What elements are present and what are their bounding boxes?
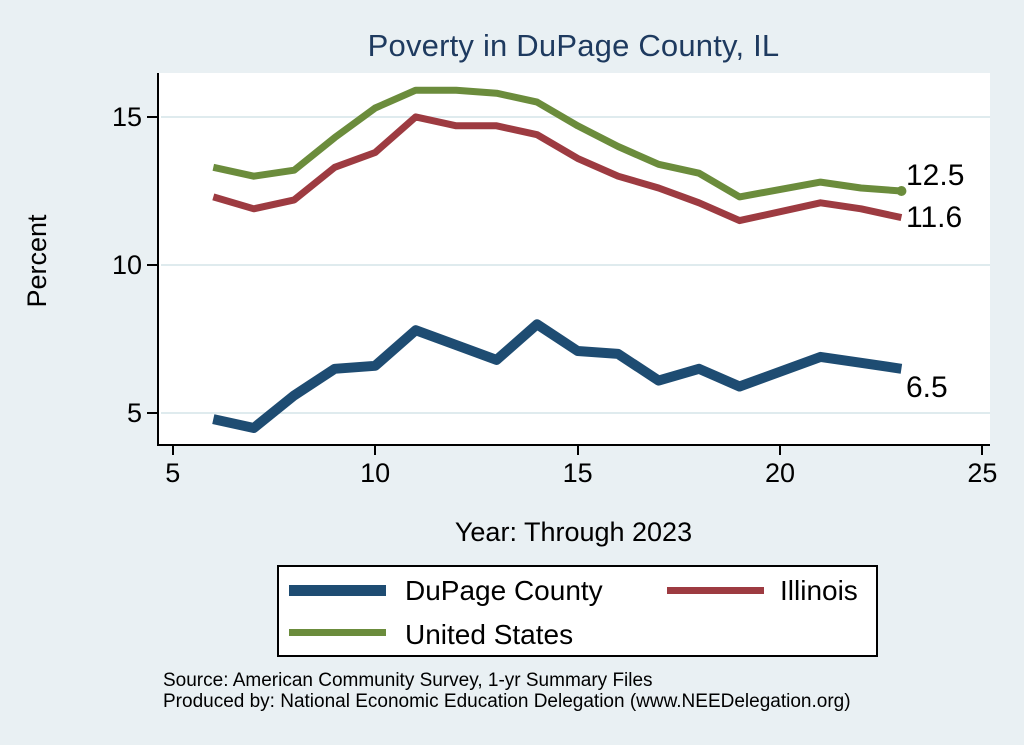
line-dupage-county [212, 319, 903, 433]
x-tick-label: 25 [967, 458, 998, 488]
united-states-line-swatch [289, 629, 386, 636]
chart-title: Poverty in DuPage County, IL [367, 28, 780, 63]
x-tick-mark [779, 446, 781, 455]
legend-label-dupage-county: DuPage County [405, 575, 603, 606]
x-tick-mark [576, 446, 579, 455]
x-tick-label: 5 [165, 458, 181, 488]
plot-area [157, 73, 990, 446]
y-tick-label: 15 [111, 101, 142, 132]
x-tick-mark [171, 446, 174, 455]
legend: DuPage County Illinois United States [277, 565, 878, 657]
end-value-label-united-states: 12.5 [906, 158, 965, 192]
y-tick-label: 5 [126, 398, 142, 429]
gridline-y-10 [161, 264, 990, 267]
x-tick-label: 10 [360, 458, 391, 488]
illinois-line-swatch [667, 587, 764, 594]
end-value-label-dupage-county: 6.5 [906, 370, 948, 404]
line-illinois [212, 113, 903, 225]
x-axis-title: Year: Through 2023 [454, 517, 693, 547]
footer-notes: Source: American Community Survey, 1-yr … [163, 670, 851, 712]
x-tick-mark [374, 446, 377, 455]
y-tick-label: 10 [111, 250, 142, 281]
end-value-label-illinois: 11.6 [906, 200, 963, 234]
gridline-y-5 [161, 412, 990, 415]
x-tick-mark [981, 446, 984, 455]
dupage-county-line-swatch [289, 585, 386, 596]
end-dot-united-states [896, 185, 907, 196]
producer-note: Produced by: National Economic Education… [163, 691, 851, 712]
y-tick-mark [147, 412, 157, 415]
y-tick-mark [147, 264, 157, 267]
legend-label-illinois: Illinois [780, 575, 858, 606]
y-tick-mark [147, 115, 157, 118]
gridline-y-15 [161, 115, 990, 118]
x-tick-label: 15 [562, 458, 593, 488]
y-axis-title: Percent [22, 214, 52, 308]
x-tick-label: 20 [764, 458, 796, 488]
source-note: Source: American Community Survey, 1-yr … [163, 670, 653, 691]
legend-label-united-states: United States [405, 619, 574, 650]
line-united-states [212, 86, 902, 201]
chart-canvas [212, 86, 907, 433]
